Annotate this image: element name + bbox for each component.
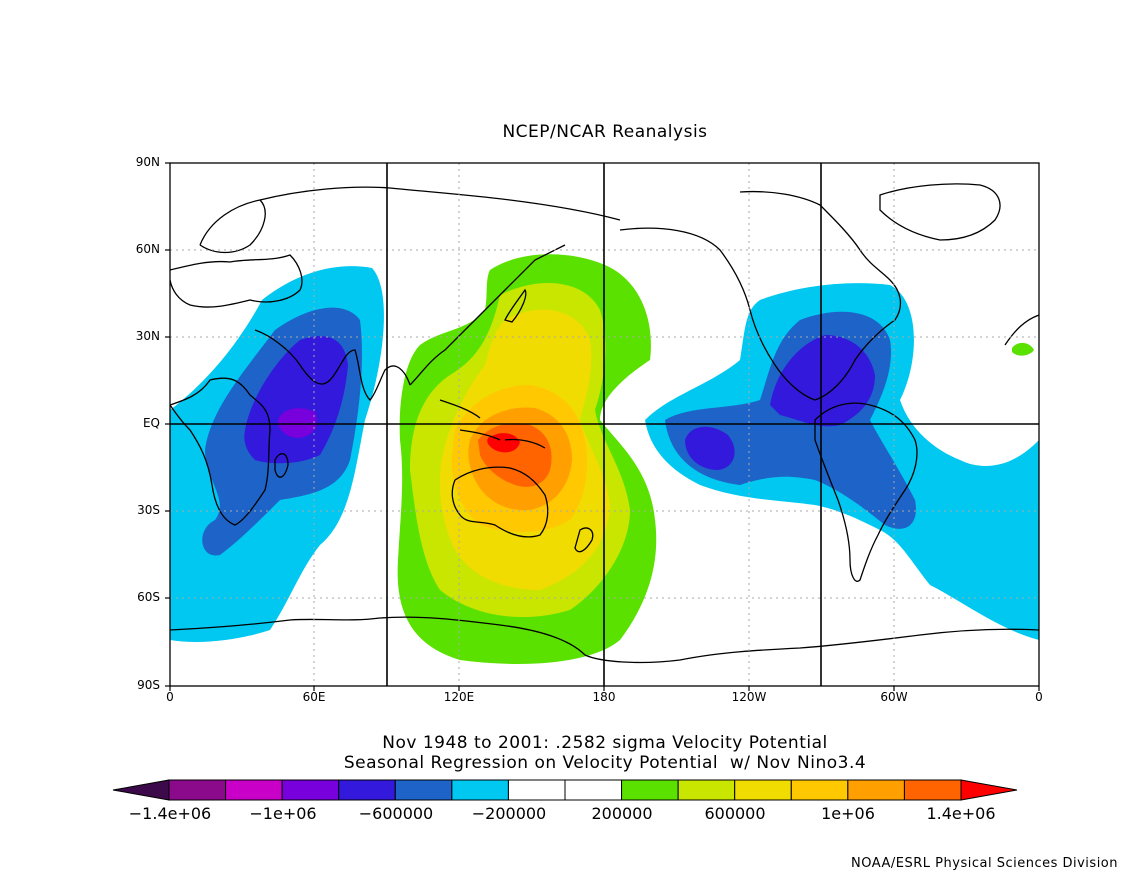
colorbar-label-4: −200000 — [471, 804, 547, 823]
colorbar-label-7: 1e+06 — [821, 804, 875, 823]
colorbar-label-8: 1.4e+06 — [926, 804, 996, 823]
lon-tick-0-east: 0 — [1035, 690, 1043, 704]
coast-east-asia — [409, 244, 566, 386]
lat-tick-90n: 90N — [135, 155, 160, 169]
caption-line-1: Nov 1948 to 2001: .2582 sigma Velocity P… — [382, 733, 828, 753]
colorbar-swatch-14 — [903, 779, 962, 801]
lon-tick-120e: 120E — [443, 690, 475, 704]
coast-japan — [504, 288, 527, 323]
coast-australia — [451, 466, 549, 538]
coast-africa-nw — [1004, 314, 1039, 346]
colorbar-label-1: −1.4e+06 — [128, 804, 212, 823]
coast-arabia-india — [254, 329, 411, 401]
colorbar-swatch-12 — [790, 779, 849, 801]
coast-asia-north — [259, 186, 621, 221]
coast-antarctica — [170, 616, 1039, 664]
lon-tick-180: 180 — [592, 690, 616, 704]
grid-lines — [170, 163, 1039, 686]
coast-africa — [170, 377, 271, 526]
coast-scandinavia — [199, 199, 266, 254]
lon-tick-120w: 120W — [731, 690, 767, 704]
contour-pos-weak-africa-nw — [1012, 342, 1034, 356]
contour-fields — [170, 254, 1039, 664]
lat-tick-30n: 30N — [135, 329, 160, 343]
coast-greenland — [879, 183, 1001, 241]
coast-maritime — [439, 399, 546, 449]
coast-europe — [170, 254, 303, 308]
lat-tick-90s: 90S — [137, 678, 160, 692]
chart-title: NCEP/NCAR Reanalysis — [502, 122, 708, 142]
colorbar-swatch-13 — [847, 779, 905, 801]
colorbar-swatch-11 — [734, 779, 792, 801]
colorbar-label-3: −600000 — [358, 804, 434, 823]
colorbar — [112, 779, 1018, 801]
colorbar-swatch-6 — [451, 779, 509, 801]
lon-tick-0: 0 — [166, 690, 174, 704]
colorbar-swatch-9 — [621, 779, 679, 801]
colorbar-label-2: −1e+06 — [249, 804, 317, 823]
contour-neg-max-africa — [278, 408, 317, 438]
colorbar-swatch-4 — [338, 779, 396, 801]
coast-madagascar — [274, 453, 289, 478]
colorbar-swatch-10 — [677, 779, 736, 801]
colorbar-arrow-left — [112, 779, 170, 801]
lat-tick-60s: 60S — [137, 590, 160, 604]
caption-line-2: Seasonal Regression on Velocity Potentia… — [343, 753, 867, 773]
lon-tick-60w: 60W — [880, 690, 908, 704]
colorbar-swatch-2 — [225, 779, 283, 801]
colorbar-arrow-right — [960, 779, 1018, 801]
colorbar-swatch-1 — [168, 779, 227, 801]
lat-tick-30s: 30S — [137, 503, 160, 517]
colorbar-swatch-8 — [564, 779, 623, 801]
lat-tick-eq: EQ — [142, 416, 160, 430]
coast-north-america — [619, 190, 902, 401]
colorbar-label-6: 600000 — [704, 804, 766, 823]
colorbar-swatch-7 — [507, 779, 566, 801]
lat-tick-60n: 60N — [135, 242, 160, 256]
coast-newzealand — [574, 527, 594, 553]
tick-marks — [165, 162, 1040, 691]
coastlines — [170, 183, 1039, 664]
colorbar-swatch-3 — [281, 779, 340, 801]
contour-neg-strong-pacific — [685, 426, 735, 470]
coast-south-america — [814, 402, 918, 582]
colorbar-swatch-5 — [394, 779, 453, 801]
colorbar-label-5: 200000 — [591, 804, 653, 823]
reference-lines — [170, 163, 1039, 686]
credit-text: NOAA/ESRL Physical Sciences Division — [851, 856, 1118, 871]
lon-tick-60e: 60E — [302, 690, 326, 704]
